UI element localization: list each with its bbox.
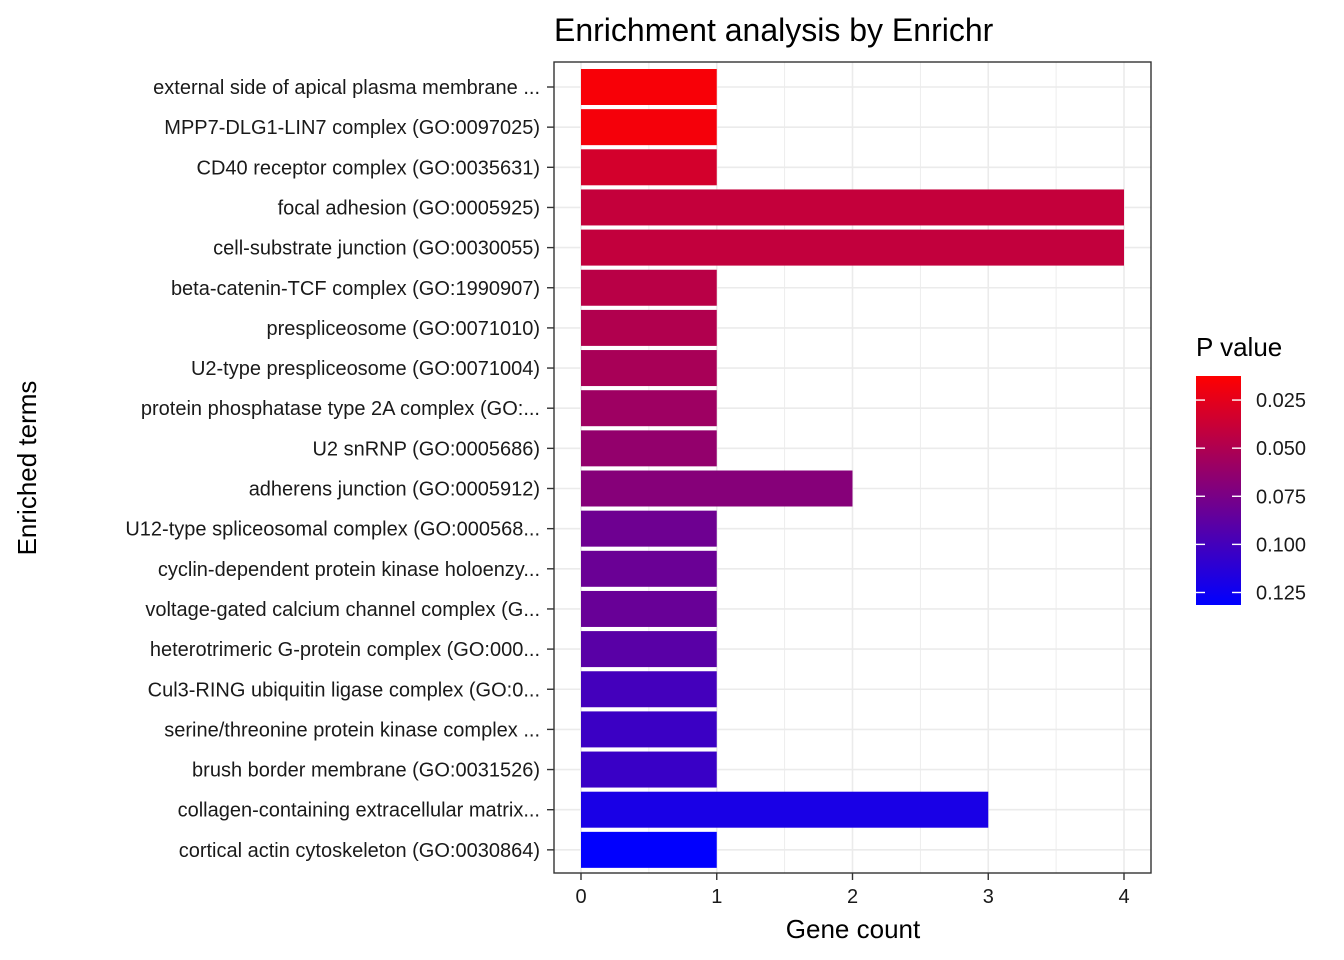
bar	[581, 430, 717, 467]
legend-tick-label: 0.050	[1256, 438, 1306, 460]
y-tick-label: CD40 receptor complex (GO:0035631)	[197, 157, 541, 179]
y-axis: external side of apical plasma membrane …	[125, 77, 554, 862]
x-tick-label: 4	[1118, 886, 1129, 908]
bar	[581, 831, 717, 868]
x-axis-title: Gene count	[786, 914, 921, 944]
bars	[581, 69, 1124, 868]
y-tick-label: U2-type prespliceosome (GO:0071004)	[191, 358, 540, 380]
y-tick-label: beta-catenin-TCF complex (GO:1990907)	[171, 278, 540, 300]
x-tick-label: 3	[983, 886, 994, 908]
y-tick-label: cortical actin cytoskeleton (GO:0030864)	[179, 840, 540, 862]
y-tick-label: voltage-gated calcium channel complex (G…	[145, 599, 540, 621]
legend-tick-label: 0.025	[1256, 390, 1306, 412]
legend-tick-label: 0.125	[1256, 582, 1306, 604]
legend: P value 0.025 0.050 0.075 0.100 0.125	[1196, 332, 1306, 605]
y-tick-label: external side of apical plasma membrane …	[153, 77, 540, 99]
legend-tick-label: 0.100	[1256, 534, 1306, 556]
y-tick-label: serine/threonine protein kinase complex …	[164, 719, 540, 741]
bar	[581, 350, 717, 387]
bar	[581, 751, 717, 788]
y-tick-label: U12-type spliceosomal complex (GO:000568…	[125, 519, 540, 541]
bar	[581, 390, 717, 427]
y-tick-label: cyclin-dependent protein kinase holoenzy…	[158, 559, 540, 581]
bar	[581, 229, 1124, 266]
y-tick-label: focal adhesion (GO:0005925)	[278, 197, 540, 219]
bar	[581, 149, 717, 186]
bar	[581, 510, 717, 547]
x-tick-label: 1	[711, 886, 722, 908]
y-tick-label: brush border membrane (GO:0031526)	[192, 760, 540, 782]
bar	[581, 631, 717, 668]
bar	[581, 309, 717, 346]
y-tick-label: heterotrimeric G-protein complex (GO:000…	[150, 639, 540, 661]
bar	[581, 69, 717, 105]
bar	[581, 470, 853, 507]
x-tick-label: 0	[575, 886, 586, 908]
x-axis: 0 1 2 3 4	[575, 873, 1130, 908]
bar	[581, 269, 717, 306]
x-tick-label: 2	[847, 886, 858, 908]
chart-title: Enrichment analysis by Enrichr	[554, 12, 994, 48]
legend-title: P value	[1196, 332, 1282, 362]
y-tick-label: cell-substrate junction (GO:0030055)	[213, 238, 540, 260]
y-tick-label: MPP7-DLG1-LIN7 complex (GO:0097025)	[164, 117, 540, 139]
legend-colorbar	[1196, 376, 1241, 605]
legend-tick-label: 0.075	[1256, 486, 1306, 508]
y-tick-label: Cul3-RING ubiquitin ligase complex (GO:0…	[148, 679, 540, 701]
y-axis-title: Enriched terms	[12, 381, 42, 556]
y-tick-label: collagen-containing extracellular matrix…	[178, 800, 540, 822]
y-tick-label: prespliceosome (GO:0071010)	[267, 318, 540, 340]
plot-area	[553, 61, 1152, 874]
legend-ticks: 0.025 0.050 0.075 0.100 0.125	[1196, 390, 1306, 604]
bar	[581, 711, 717, 748]
bar	[581, 550, 717, 587]
y-tick-label: U2 snRNP (GO:0005686)	[312, 438, 540, 460]
bar	[581, 109, 717, 146]
y-tick-label: adherens junction (GO:0005912)	[249, 479, 540, 501]
bar	[581, 189, 1124, 226]
bar	[581, 590, 717, 627]
bar	[581, 671, 717, 708]
y-tick-label: protein phosphatase type 2A complex (GO:…	[141, 398, 540, 420]
bar	[581, 791, 989, 828]
